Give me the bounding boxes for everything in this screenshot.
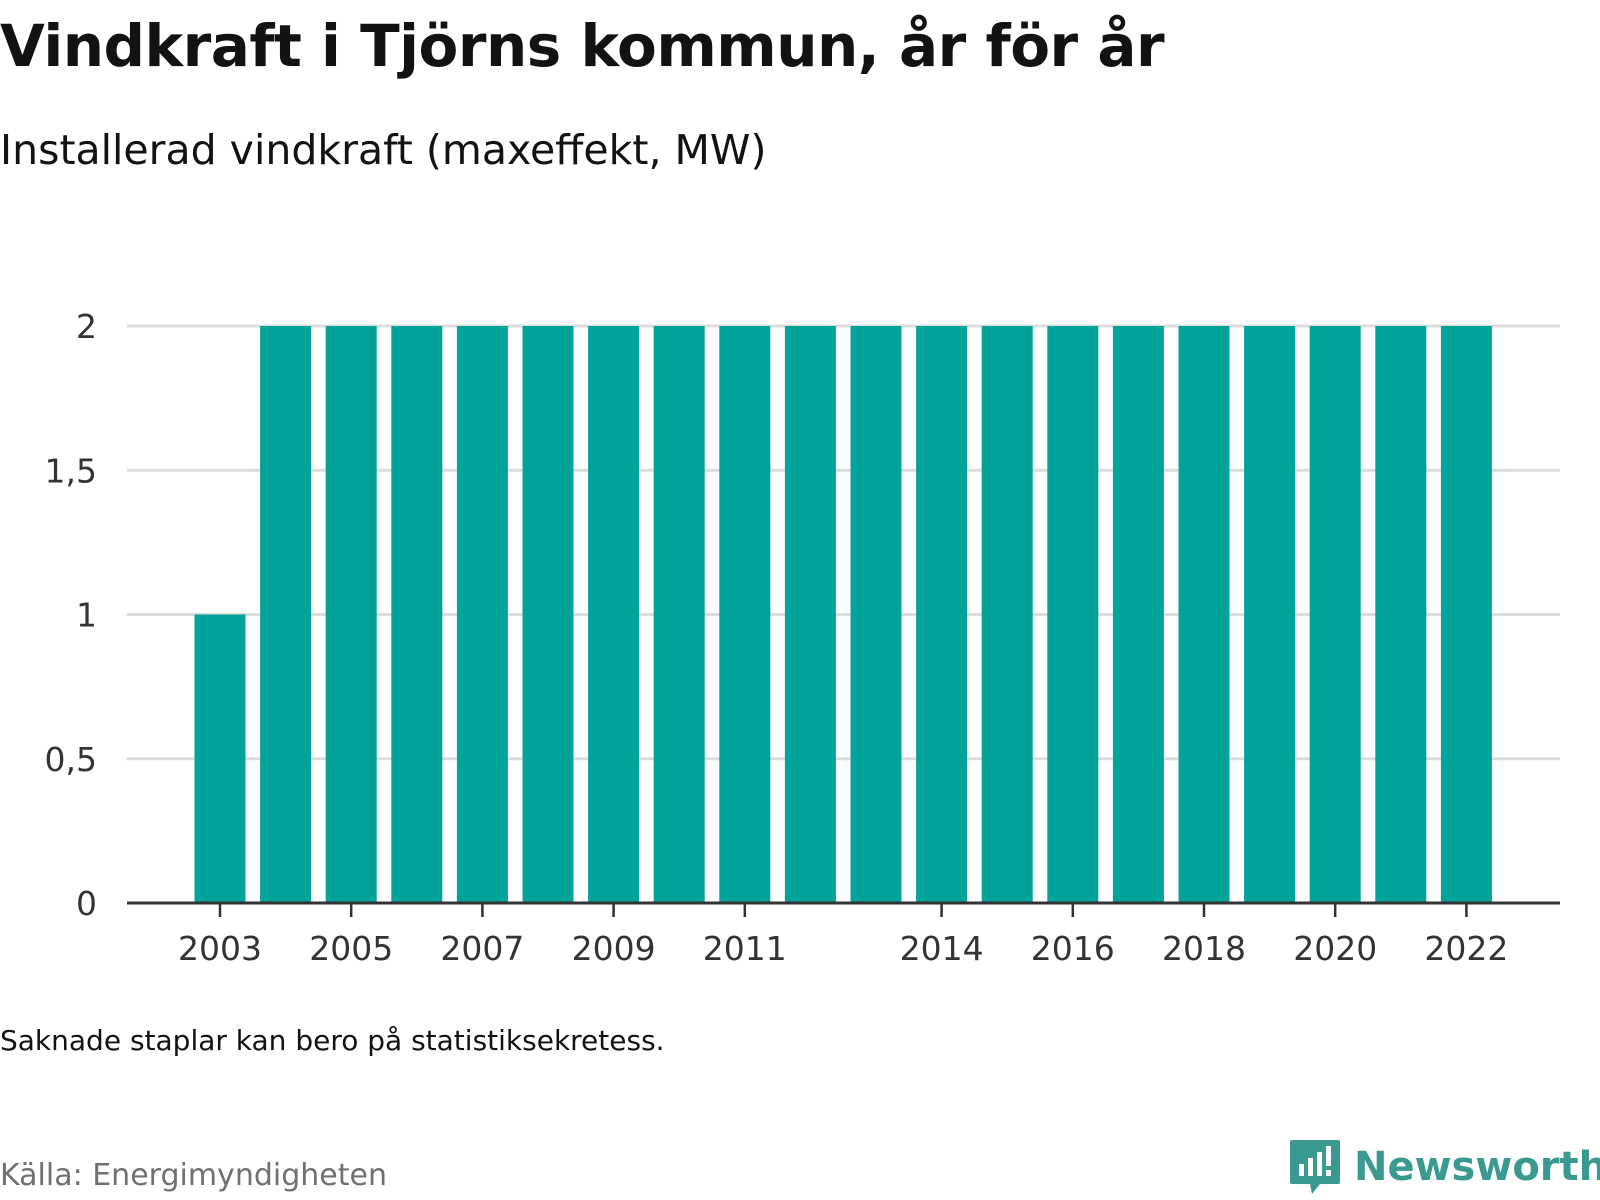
bar-2009 [588, 326, 640, 903]
bar-2017 [1112, 326, 1164, 903]
bar-2003 [194, 614, 246, 903]
bar-2015 [981, 326, 1033, 903]
bar-2019 [1244, 326, 1296, 903]
x-tick-label: 2020 [1293, 929, 1377, 968]
x-tick-label: 2011 [703, 929, 787, 968]
x-tick-label: 2014 [900, 929, 984, 968]
bar-2011 [719, 326, 771, 903]
bar-2016 [1047, 326, 1099, 903]
bar-2005 [325, 326, 377, 903]
bar-2010 [653, 326, 705, 903]
bar-2012 [784, 326, 836, 903]
footnote: Saknade staplar kan bero på statistiksek… [0, 1024, 665, 1057]
x-tick-label: 2003 [178, 929, 262, 968]
bar-2008 [522, 326, 574, 903]
y-tick-label: 2 [76, 307, 97, 346]
bar-2020 [1309, 326, 1361, 903]
x-tick-label: 2005 [309, 929, 393, 968]
chart-subtitle: Installerad vindkraft (maxeffekt, MW) [0, 126, 767, 174]
y-tick-label: 0,5 [45, 740, 97, 779]
bar-2021 [1375, 326, 1427, 903]
y-tick-label: 0 [76, 884, 97, 923]
bar-2018 [1178, 326, 1230, 903]
bar-chart-speech-icon [1290, 1140, 1340, 1194]
x-tick-label: 2016 [1031, 929, 1115, 968]
newsworthy-logo: Newsworthy [1290, 1140, 1600, 1194]
bar-2013 [850, 326, 902, 903]
x-tick-label: 2007 [440, 929, 524, 968]
y-tick-label: 1,5 [45, 451, 97, 490]
x-tick-label: 2022 [1424, 929, 1508, 968]
bar-2022 [1440, 326, 1492, 903]
chart-title: Vindkraft i Tjörns kommun, år för år [0, 12, 1165, 80]
x-tick-label: 2018 [1162, 929, 1246, 968]
bar-2004 [260, 326, 312, 903]
bar-2006 [391, 326, 443, 903]
bar-2007 [456, 326, 508, 903]
source-credit: Källa: Energimyndigheten [0, 1158, 387, 1193]
logo-text: Newsworthy [1354, 1144, 1600, 1190]
y-tick-label: 1 [76, 596, 97, 635]
x-tick-label: 2009 [572, 929, 656, 968]
bar-2014 [916, 326, 968, 903]
